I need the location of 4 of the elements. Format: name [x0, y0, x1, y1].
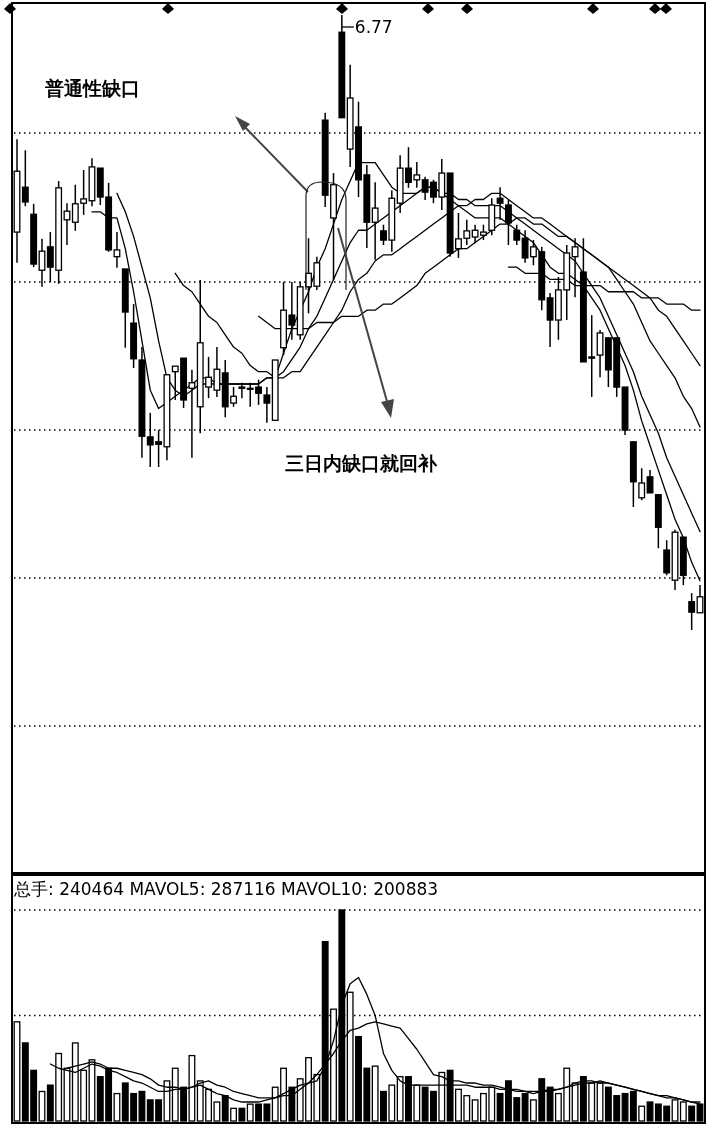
annotation: 普通性缺口: [44, 77, 140, 99]
annotation: 6.77: [354, 17, 393, 37]
chart-title: 总手: 240464 MAVOL5: 287116 MAVOL10: 200883: [13, 879, 439, 899]
annotation: 三日内缺口就回补: [285, 452, 438, 474]
